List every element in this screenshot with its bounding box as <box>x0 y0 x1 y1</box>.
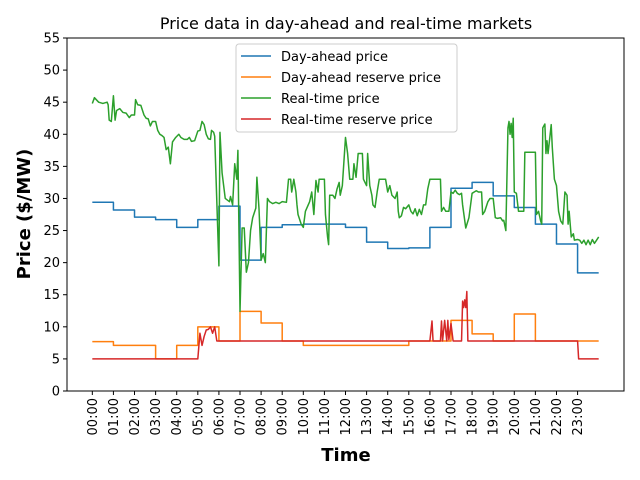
x-tick-label: 16:00 <box>423 398 438 435</box>
x-tick-label: 11:00 <box>318 398 333 435</box>
x-tick-label: 12:00 <box>339 398 354 435</box>
x-tick-label: 06:00 <box>212 398 227 435</box>
y-tick-label: 45 <box>43 96 60 111</box>
legend-box <box>235 43 458 133</box>
y-tick-label: 50 <box>43 64 60 79</box>
y-tick-label: 15 <box>43 288 60 303</box>
x-tick-label: 14:00 <box>381 398 396 435</box>
x-tick-label: 04:00 <box>170 398 185 435</box>
legend: Day-ahead price Day-ahead reserve price Re… <box>235 43 458 133</box>
legend-label: Real-time price <box>281 92 380 107</box>
series-line-0 <box>92 181 599 274</box>
y-tick-label: 30 <box>43 192 60 207</box>
y-tick-label: 35 <box>43 160 60 175</box>
legend-label: Day-ahead reserve price <box>281 71 441 86</box>
y-tick-label: 5 <box>52 352 60 367</box>
y-tick-label: 10 <box>43 320 60 335</box>
x-tick-label: 18:00 <box>466 398 481 435</box>
x-tick-label: 08:00 <box>255 398 270 435</box>
x-tick-label: 07:00 <box>234 398 249 435</box>
x-tick-label: 20:00 <box>508 398 523 435</box>
x-tick-label: 00:00 <box>86 398 101 435</box>
x-tick-label: 15:00 <box>402 398 417 435</box>
x-tick-label: 01:00 <box>107 398 122 435</box>
x-tick-label: 09:00 <box>276 398 291 435</box>
y-tick-label: 25 <box>43 224 60 239</box>
x-axis-label: Time <box>321 445 370 466</box>
y-axis-label: Price ($/MW) <box>14 149 35 280</box>
chart-title: Price data in day-ahead and real-time ma… <box>160 14 532 33</box>
legend-label: Real-time reserve price <box>281 113 433 128</box>
y-tick-label: 20 <box>43 256 60 271</box>
series-line-1 <box>92 310 599 360</box>
x-tick-label: 03:00 <box>149 398 164 435</box>
x-tick-label: 02:00 <box>128 398 143 435</box>
x-axis: 00:00 01:00 02:00 03:00 04:00 05:00 06:00 07:00… <box>86 391 586 435</box>
x-tick-label: 17:00 <box>444 398 459 435</box>
x-tick-label: 19:00 <box>487 398 502 435</box>
x-tick-label: 13:00 <box>360 398 375 435</box>
x-tick-label: 22:00 <box>550 398 565 435</box>
y-axis: 0 5 10 15 20 25 30 35 40 45 50 55 <box>43 32 67 400</box>
x-tick-label: 10:00 <box>297 398 312 435</box>
series-line-3 <box>92 290 599 360</box>
series-line-2 <box>91 95 600 313</box>
legend-label: Day-ahead price <box>281 50 388 65</box>
x-tick-label: 05:00 <box>191 398 206 435</box>
y-tick-label: 0 <box>52 385 60 400</box>
x-tick-label: 23:00 <box>571 398 586 435</box>
plot-area <box>91 95 600 360</box>
y-tick-label: 40 <box>43 128 60 143</box>
y-tick-label: 55 <box>43 32 60 47</box>
x-tick-label: 21:00 <box>529 398 544 435</box>
